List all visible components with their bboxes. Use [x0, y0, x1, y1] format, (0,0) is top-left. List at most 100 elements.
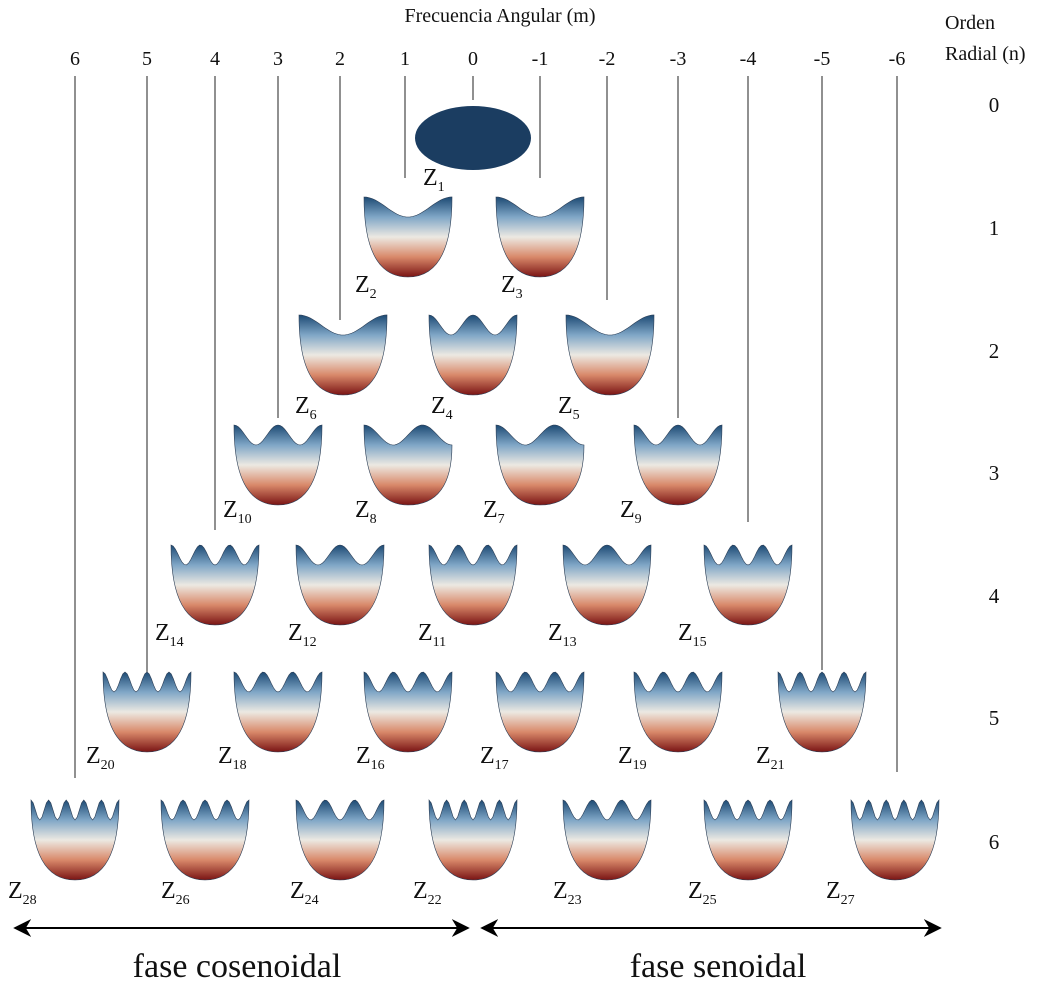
node-index: 19 — [633, 758, 647, 773]
node-index: 14 — [170, 635, 184, 650]
surface — [299, 315, 387, 395]
node-label: Z11 — [418, 620, 446, 650]
node-symbol: Z — [558, 393, 573, 419]
node-symbol: Z — [288, 620, 303, 646]
node-symbol: Z — [355, 497, 370, 523]
node-index: 26 — [176, 893, 190, 908]
node-index: 16 — [371, 758, 385, 773]
node-label: Z17 — [480, 743, 509, 773]
node-symbol: Z — [548, 620, 563, 646]
node-symbol: Z — [620, 497, 635, 523]
surface — [234, 672, 322, 752]
column-label: -1 — [532, 48, 549, 70]
phase-label: fase cosenoidal — [133, 948, 342, 985]
node-symbol: Z — [356, 743, 371, 769]
column-label: -3 — [670, 48, 687, 70]
surface — [704, 545, 792, 625]
node-symbol: Z — [295, 393, 310, 419]
node-label: Z7 — [483, 497, 505, 527]
node-symbol: Z — [86, 743, 101, 769]
node-index: 22 — [428, 893, 442, 908]
surface — [296, 800, 384, 880]
node-index: 10 — [238, 512, 252, 527]
node-index: 23 — [568, 893, 582, 908]
node-index: 13 — [563, 635, 577, 650]
surface — [566, 315, 654, 395]
node-label: Z3 — [501, 272, 523, 302]
node-symbol: Z — [355, 272, 370, 298]
node-symbol: Z — [223, 497, 238, 523]
node-index: 18 — [233, 758, 247, 773]
surface — [103, 672, 191, 752]
node-index: 20 — [101, 758, 115, 773]
surface — [704, 800, 792, 880]
surface — [778, 672, 866, 752]
radial-title: Orden — [945, 12, 995, 34]
node-label: Z18 — [218, 743, 247, 773]
node-index: 3 — [516, 287, 523, 302]
radial-title: Radial (n) — [945, 43, 1026, 65]
node-index: 28 — [23, 893, 37, 908]
node-label: Z24 — [290, 878, 319, 908]
node-label: Z6 — [295, 393, 317, 423]
row-label: 5 — [989, 706, 1000, 730]
column-label: 5 — [142, 48, 152, 70]
phase-label: fase senoidal — [630, 948, 807, 985]
node-index: 17 — [495, 758, 509, 773]
zernike-diagram: Frecuencia Angular (m) Orden Radial (n) … — [0, 0, 1045, 985]
surface — [31, 800, 119, 880]
node-index: 4 — [446, 408, 453, 423]
row-label: 0 — [989, 93, 1000, 117]
surface — [496, 197, 584, 277]
node-label: Z26 — [161, 878, 190, 908]
surface — [171, 545, 259, 625]
column-label: -5 — [814, 48, 831, 70]
axis-title: Frecuencia Angular (m) — [404, 5, 595, 27]
node-index: 6 — [310, 408, 317, 423]
node-label: Z5 — [558, 393, 580, 423]
row-label: 2 — [989, 339, 1000, 363]
node-index: 2 — [370, 287, 377, 302]
surface — [234, 425, 322, 505]
node-label: Z1 — [423, 165, 445, 195]
node-symbol: Z — [688, 878, 703, 904]
node-label: Z4 — [431, 393, 453, 423]
node-symbol: Z — [618, 743, 633, 769]
row-label: 1 — [989, 216, 1000, 240]
node-index: 8 — [370, 512, 377, 527]
surface — [634, 672, 722, 752]
column-label: 4 — [210, 48, 220, 70]
node-label: Z21 — [756, 743, 785, 773]
node-index: 5 — [573, 408, 580, 423]
node-label: Z8 — [355, 497, 377, 527]
column-label: 1 — [400, 48, 410, 70]
row-label: 6 — [989, 830, 1000, 854]
column-label: -2 — [599, 48, 616, 70]
node-symbol: Z — [501, 272, 516, 298]
node-index: 27 — [841, 893, 855, 908]
node-symbol: Z — [161, 878, 176, 904]
surface — [161, 800, 249, 880]
node-index: 11 — [433, 635, 446, 650]
surface — [563, 800, 651, 880]
node-label: Z9 — [620, 497, 642, 527]
node-symbol: Z — [678, 620, 693, 646]
node-symbol: Z — [413, 878, 428, 904]
node-label: Z2 — [355, 272, 377, 302]
node-index: 9 — [635, 512, 642, 527]
node-symbol: Z — [756, 743, 771, 769]
node-symbol: Z — [418, 620, 433, 646]
surface — [364, 672, 452, 752]
node-label: Z13 — [548, 620, 577, 650]
column-label: -4 — [740, 48, 757, 70]
node-index: 25 — [703, 893, 717, 908]
surface — [296, 545, 384, 625]
surface — [496, 425, 584, 505]
node-label: Z22 — [413, 878, 442, 908]
node-symbol: Z — [423, 165, 438, 191]
node-symbol: Z — [290, 878, 305, 904]
surface — [563, 545, 651, 625]
node-label: Z25 — [688, 878, 717, 908]
column-label: 3 — [273, 48, 283, 70]
node-symbol: Z — [553, 878, 568, 904]
